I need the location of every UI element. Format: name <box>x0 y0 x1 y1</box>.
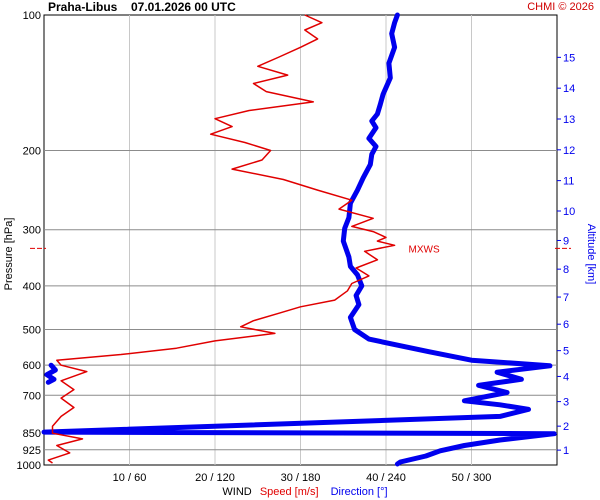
x-tick-label: 30 / 180 <box>281 472 321 484</box>
wind-series <box>41 12 557 467</box>
pressure-tick-label: 850 <box>23 428 41 440</box>
x-tick-label: 20 / 120 <box>195 472 235 484</box>
altitude-tick-label: 1 <box>563 445 569 457</box>
altitude-axis-title: Altitude [km] <box>585 224 597 285</box>
pressure-tick-label: 600 <box>23 360 41 372</box>
altitude-tick-label: 12 <box>563 145 575 157</box>
pressure-tick-label: 400 <box>23 281 41 293</box>
x-tick-label: 50 / 300 <box>452 472 492 484</box>
direction-axis-label: Direction [°] <box>331 486 388 498</box>
sounding-timestamp: 07.01.2026 00 UTC <box>131 0 236 14</box>
altitude-tick-label: 2 <box>563 421 569 433</box>
credit-text: CHMI © 2026 <box>527 1 594 13</box>
grid-lines <box>44 15 557 465</box>
pressure-ticks: 100 200 300 400 500 600 700 850 925 1000 <box>17 10 41 472</box>
pressure-tick-label: 1000 <box>17 460 41 472</box>
pressure-axis-title: Pressure [hPa] <box>3 218 15 291</box>
direction-wrap-segment <box>44 362 58 385</box>
station-name: Praha-Libus <box>48 0 118 14</box>
pressure-tick-label: 200 <box>23 145 41 157</box>
altitude-tick-label: 8 <box>563 264 569 276</box>
pressure-tick-label: 300 <box>23 225 41 237</box>
pressure-tick-label: 100 <box>23 10 41 22</box>
altitude-tick-label: 7 <box>563 292 569 304</box>
x-axis-title: WIND Speed [m/s] Direction [°] <box>222 486 387 498</box>
altitude-tick-label: 14 <box>563 83 575 95</box>
altitude-tick-label: 6 <box>563 319 569 331</box>
x-tick-label: 10 / 60 <box>113 472 147 484</box>
wind-x-ticks: 10 / 60 20 / 120 30 / 180 40 / 240 50 / 300 <box>113 472 492 484</box>
altitude-tick-label: 11 <box>563 176 574 188</box>
altitude-tick-label: 5 <box>563 346 569 358</box>
altitude-tick-label: 4 <box>563 371 569 383</box>
altitude-tick-label: 9 <box>563 235 569 247</box>
pressure-tick-label: 925 <box>23 445 41 457</box>
pressure-tick-label: 500 <box>23 325 41 337</box>
x-tick-label: 40 / 240 <box>366 472 406 484</box>
max-wind-marker: MXWS <box>30 244 571 255</box>
direction-line <box>41 12 557 467</box>
x-axis-prefix: WIND <box>222 486 251 498</box>
mxws-label: MXWS <box>409 244 440 255</box>
altitude-tick-label: 15 <box>563 52 575 64</box>
speed-axis-label: Speed [m/s] <box>260 486 319 498</box>
pressure-tick-label: 700 <box>23 390 41 402</box>
altitude-tick-label: 13 <box>563 114 575 126</box>
altitude-tick-label: 10 <box>563 206 575 218</box>
speed-line <box>47 14 396 464</box>
altitude-tick-label: 3 <box>563 397 569 409</box>
